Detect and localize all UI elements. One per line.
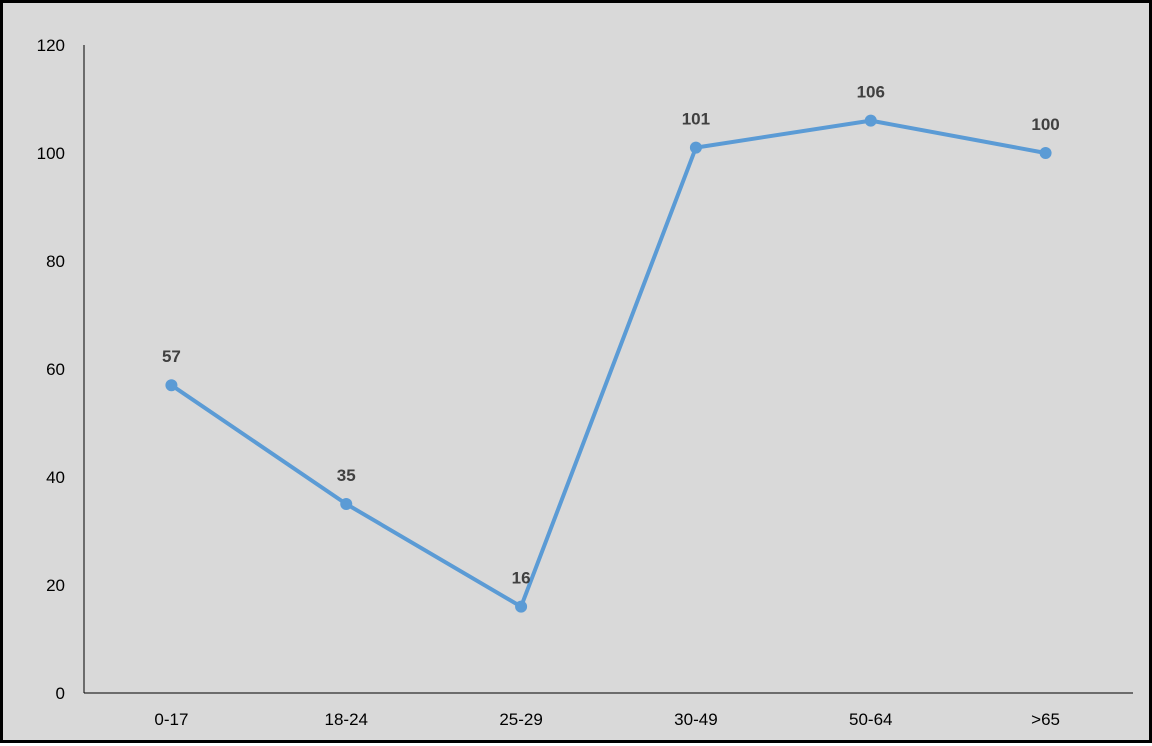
x-tick-label: 0-17 bbox=[154, 710, 188, 729]
x-tick-label: 30-49 bbox=[674, 710, 717, 729]
x-tick-label: 18-24 bbox=[325, 710, 368, 729]
data-label: 101 bbox=[682, 110, 710, 129]
y-tick-label: 0 bbox=[56, 684, 65, 703]
data-label: 57 bbox=[162, 347, 181, 366]
x-axis: 0-17 18-24 25-29 30-49 50-64 >65 bbox=[84, 692, 1133, 729]
data-label: 16 bbox=[512, 569, 531, 588]
series-line bbox=[169, 118, 1048, 609]
data-point bbox=[165, 379, 178, 392]
line-chart: 0 20 40 60 80 100 120 0-17 18-24 25-29 30-49 50-64… bbox=[37, 36, 1133, 729]
data-labels: 57 35 16 101 106 100 bbox=[162, 83, 1060, 588]
y-tick-label: 60 bbox=[46, 360, 65, 379]
data-point bbox=[340, 498, 353, 510]
data-label: 100 bbox=[1031, 115, 1059, 134]
y-tick-label: 120 bbox=[37, 36, 65, 55]
y-tick-label: 80 bbox=[46, 252, 65, 271]
x-tick-label: >65 bbox=[1031, 710, 1060, 729]
data-point bbox=[689, 141, 702, 154]
data-point bbox=[1039, 147, 1052, 159]
y-tick-label: 20 bbox=[46, 576, 65, 595]
y-tick-label: 40 bbox=[46, 468, 65, 487]
y-tick-label: 100 bbox=[37, 144, 65, 163]
series-line-group bbox=[165, 114, 1052, 613]
data-point bbox=[515, 600, 528, 613]
data-label: 35 bbox=[337, 466, 356, 485]
y-axis: 0 20 40 60 80 100 120 bbox=[37, 36, 85, 703]
data-label: 106 bbox=[857, 83, 885, 102]
x-tick-label: 50-64 bbox=[849, 710, 892, 729]
x-tick-label: 25-29 bbox=[499, 710, 542, 729]
data-point bbox=[864, 114, 877, 127]
